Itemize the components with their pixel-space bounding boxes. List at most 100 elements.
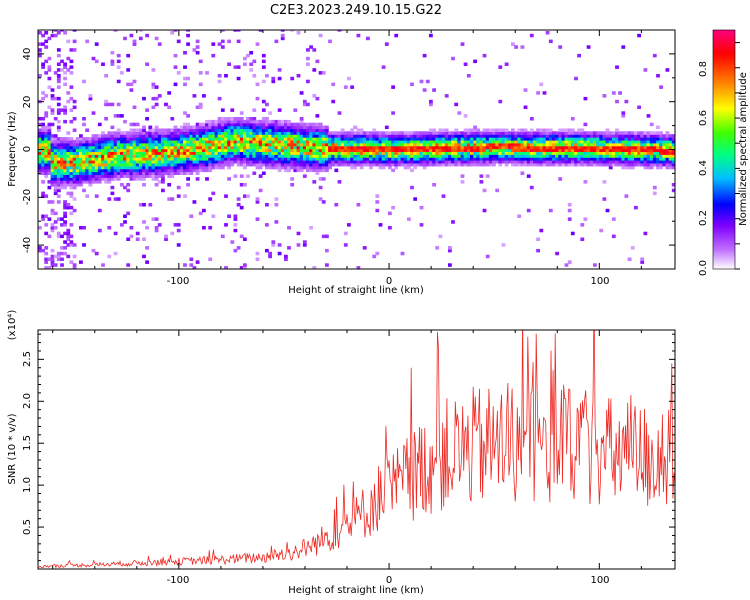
spectrogram-cell [176, 128, 181, 132]
spectrogram-cell [208, 162, 213, 167]
spectrogram-cell [479, 134, 484, 138]
spectrogram-cell [479, 154, 484, 158]
spectrogram-cell [564, 162, 569, 167]
spectrogram-cell [665, 137, 670, 141]
spectrogram-cell [284, 137, 288, 141]
spectrogram-cell [302, 240, 307, 244]
spectrogram-cell [630, 139, 635, 144]
spectrogram-cell [359, 128, 364, 132]
spectrogram-cell [271, 79, 276, 84]
spectrogram-cell [435, 139, 440, 144]
spectrogram-cell [536, 137, 540, 141]
spectrogram-cell [608, 137, 613, 141]
spectrogram-cell [63, 105, 67, 109]
spectrogram-cell [208, 257, 213, 261]
spectrogram-cell [627, 157, 632, 161]
spectrogram-cell [179, 139, 184, 144]
spectrogram-cell [198, 134, 203, 138]
spectrogram-cell [299, 122, 304, 127]
spectrogram-cell [634, 145, 638, 150]
spectrogram-cell [287, 148, 291, 152]
spectrogram-cell [495, 142, 500, 147]
spectrogram-cell [539, 148, 544, 152]
spectrogram-cell [542, 160, 547, 164]
spectrogram-cell [56, 142, 61, 147]
spectrogram-cell [624, 162, 629, 167]
spectrogram-cell [249, 157, 254, 161]
spectrogram-cell [640, 160, 645, 164]
spectrogram-cell [403, 165, 408, 170]
spectrogram-cell [47, 122, 52, 127]
spectrogram-cell [366, 145, 370, 150]
spectrogram-cell [176, 137, 181, 141]
spectrogram-cell [38, 137, 42, 141]
spectrogram-cell [85, 168, 90, 173]
spectrogram-cell [41, 160, 45, 164]
spectrogram-cell [353, 160, 358, 164]
spectrogram-cell [302, 102, 307, 107]
spectrogram-cell [624, 165, 629, 170]
spectrogram-cell [164, 131, 168, 135]
spectrogram-cell [378, 160, 383, 164]
spectrogram-cell [261, 59, 266, 64]
spectrogram-cell [252, 142, 257, 147]
spectrogram-cell [520, 160, 525, 164]
spectrogram-cell [589, 145, 594, 150]
spectrogram-cell [239, 160, 244, 164]
spectrogram-cell [463, 162, 468, 167]
spectrogram-cell [552, 145, 556, 150]
spectrogram-cell [567, 208, 572, 213]
spectrogram-cell [243, 145, 247, 150]
spectrogram-cell [652, 131, 657, 135]
spectrogram-cell [280, 157, 285, 161]
spectrogram-cell [325, 125, 329, 130]
spectrogram-cell [621, 145, 626, 150]
spectrogram-cell [485, 142, 490, 147]
spectrogram-cell [217, 119, 222, 124]
spectrogram-cell [132, 148, 137, 152]
spectrogram-cell [104, 148, 108, 152]
spectrogram-cell [520, 151, 525, 155]
spectrogram-cell [369, 142, 373, 147]
spectrogram-cell [438, 160, 443, 164]
spectrogram-cell [126, 142, 131, 147]
spectrogram-cell [132, 168, 137, 173]
spectrogram-cell [277, 142, 282, 147]
spectrogram-cell [142, 125, 146, 130]
spectrogram-cell [378, 165, 383, 170]
spectrogram-cell [299, 154, 304, 158]
colorbar-gradient [712, 29, 736, 270]
spectrogram-cell [583, 96, 588, 101]
spectrogram-cell [533, 142, 537, 147]
colorbar-tick-label: 0.6 [698, 110, 709, 126]
spectrogram-cell [44, 266, 49, 269]
spectrogram-cell [359, 148, 364, 152]
spectrogram-cell [498, 148, 503, 152]
spectrogram-cell [116, 102, 121, 107]
spectrogram-cell [44, 165, 49, 170]
spectrogram-cell [388, 154, 392, 158]
spectrogram-cell [151, 165, 156, 170]
spectrogram-cell [142, 134, 146, 138]
spectrogram-cell [558, 154, 563, 158]
spectrogram-cell [536, 134, 540, 138]
spectrogram-cell [287, 165, 291, 170]
spectrogram-cell [599, 160, 604, 164]
spectrogram-cell [192, 145, 197, 150]
spectrogram-cell [56, 168, 61, 173]
spectrogram-cell [482, 53, 487, 58]
spectrogram-cell [586, 45, 591, 49]
spectrogram-cell [366, 139, 370, 144]
spectrogram-cell [246, 162, 250, 167]
spectrogram-cell [448, 131, 452, 135]
spectrogram-cell [246, 142, 250, 147]
spectrogram-cell [249, 51, 254, 55]
spectrogram-cell [135, 168, 140, 173]
spectrogram-cell [555, 134, 559, 138]
spectrogram-cell [615, 134, 619, 138]
spectrogram-cell [148, 137, 153, 141]
spectrogram-cell [91, 174, 96, 178]
spectrogram-cell [220, 151, 225, 155]
spectrogram-cell [38, 48, 42, 52]
spectrogram-cell [154, 160, 159, 164]
